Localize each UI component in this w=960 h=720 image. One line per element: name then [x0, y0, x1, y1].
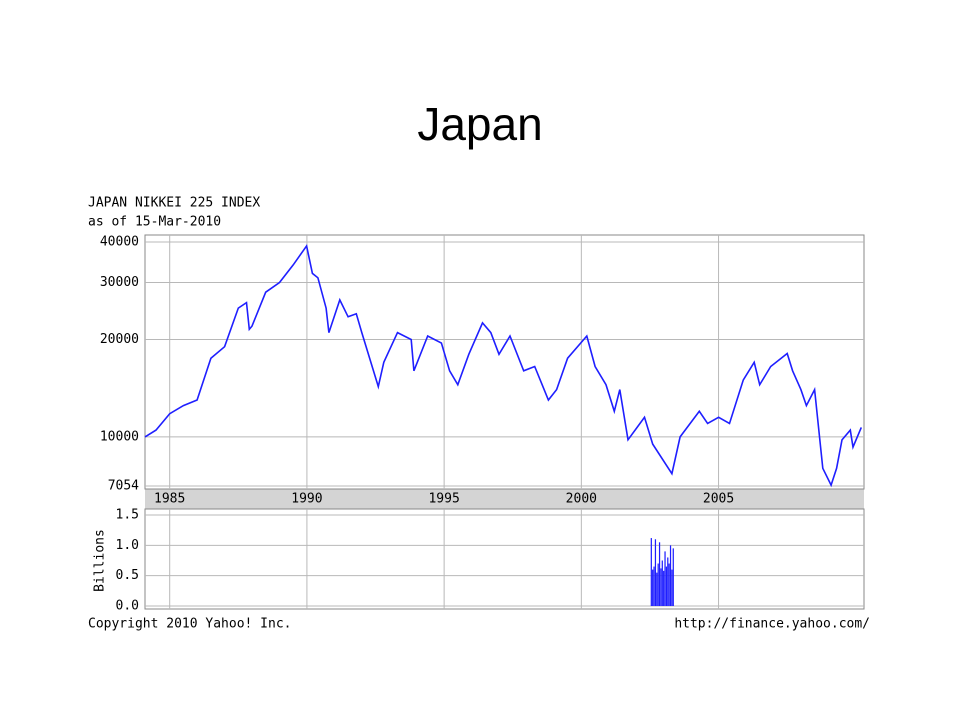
chart-subtitle: as of 15-Mar-2010 [88, 215, 221, 230]
volume-bar [664, 551, 666, 606]
chart-title: JAPAN NIKKEI 225 INDEX [88, 196, 260, 211]
volume-bar [650, 538, 652, 606]
volume-bar [653, 566, 655, 606]
volume-bar [657, 563, 659, 606]
y-axis-label: Billions [93, 529, 108, 592]
volume-bar [663, 570, 665, 606]
y-tick-label: 10000 [100, 429, 139, 444]
y-tick-label: 40000 [100, 235, 139, 250]
y-tick-label: 7054 [108, 479, 139, 494]
volume-bar [660, 568, 662, 606]
volume-bar [652, 569, 654, 606]
x-tick-label: 1995 [428, 492, 459, 507]
plot-frame [144, 234, 865, 490]
y-tick-label: 0.0 [116, 599, 139, 614]
x-tick-label: 1990 [291, 492, 322, 507]
copyright: Copyright 2010 Yahoo! Inc. [88, 617, 292, 632]
y-tick-label: 20000 [100, 332, 139, 347]
x-tick-label: 2005 [703, 492, 734, 507]
y-tick-label: 1.0 [116, 538, 139, 553]
slide-title: Japan [417, 98, 542, 150]
y-tick-label: 1.5 [116, 508, 139, 523]
y-tick-label: 30000 [100, 275, 139, 290]
volume-bar [667, 557, 669, 606]
x-tick-label: 1985 [154, 492, 185, 507]
volume-bar [669, 545, 672, 606]
volume-bar [672, 548, 674, 606]
x-tick-label: 2000 [566, 492, 597, 507]
y-tick-label: 0.5 [116, 568, 139, 583]
volume-bar [656, 572, 658, 606]
price-line [144, 243, 863, 488]
volume-bar [661, 560, 663, 606]
volume-bar [671, 569, 673, 606]
volume-bar [654, 539, 657, 606]
volume-bar [668, 563, 670, 606]
date-band [145, 489, 864, 509]
plot-frame [144, 508, 865, 610]
source-url: http://finance.yahoo.com/ [674, 617, 870, 632]
volume-bar [658, 542, 661, 606]
volume-bar [665, 566, 668, 606]
